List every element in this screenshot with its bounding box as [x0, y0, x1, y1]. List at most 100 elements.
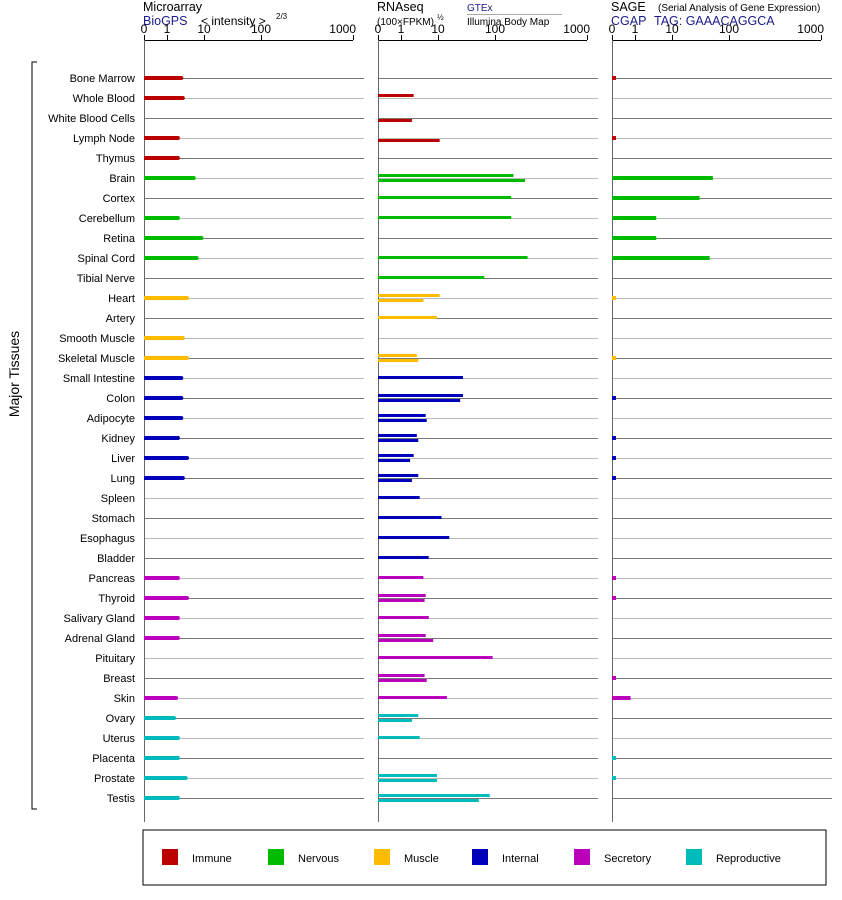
legend-swatch: [374, 849, 390, 865]
tissue-label: Cerebellum: [79, 213, 135, 225]
tissue-label: Thymus: [96, 153, 136, 165]
bar-rnaseq: [378, 779, 437, 782]
tissue-label: Skin: [114, 693, 135, 705]
bar-rnaseq: [378, 634, 426, 637]
bar-microarray: [144, 776, 186, 780]
tissue-label: Pancreas: [89, 573, 136, 585]
bar-cap: [175, 616, 180, 620]
bar-sage: [612, 776, 616, 780]
bar-rnaseq: [378, 256, 528, 259]
bar-sage: [612, 296, 616, 300]
tissue-label: Lymph Node: [73, 133, 135, 145]
rnaseq-unit: (100×FPKM): [377, 17, 434, 28]
rnaseq-source-gtex: GTEx: [467, 3, 493, 14]
bar-rnaseq: [378, 599, 425, 602]
bar-microarray: [144, 256, 197, 260]
legend-swatch: [686, 849, 702, 865]
bar-cap: [180, 336, 185, 340]
tissue-label: Spleen: [101, 493, 135, 505]
y-axis-bracket: [31, 61, 37, 810]
tissue-label: Lung: [111, 473, 135, 485]
bar-rnaseq: [378, 359, 419, 362]
bar-microarray: [144, 96, 183, 100]
bar-cap: [180, 96, 185, 100]
tissue-label: Breast: [103, 673, 135, 685]
bar-rnaseq: [378, 656, 493, 659]
tissue-label: Artery: [106, 313, 136, 325]
bar-microarray: [144, 796, 178, 800]
bar-microarray: [144, 216, 178, 220]
bar-cap: [175, 736, 180, 740]
bar-rnaseq: [378, 714, 419, 717]
bar-rnaseq: [378, 276, 485, 279]
legend-label: Reproductive: [716, 853, 781, 865]
bar-rnaseq: [378, 294, 440, 297]
bar-microarray: [144, 176, 194, 180]
tissue-label: Prostate: [94, 773, 135, 785]
rnaseq-title: RNAseq: [377, 0, 424, 14]
bar-cap: [191, 176, 196, 180]
bar-sage: [612, 476, 616, 480]
tissue-label: Placenta: [92, 753, 136, 765]
tissue-label: Salivary Gland: [63, 613, 135, 625]
microarray-title: Microarray: [143, 0, 203, 14]
x-tick-label: 0: [609, 22, 616, 36]
rnaseq-unit-exponent: ½: [437, 13, 444, 22]
tissue-label: Bladder: [97, 553, 135, 565]
x-tick-label: 100: [719, 22, 739, 36]
bar-rnaseq: [378, 516, 442, 519]
tissue-label: Liver: [111, 453, 135, 465]
bar-rnaseq: [378, 316, 437, 319]
bar-rnaseq: [378, 454, 414, 457]
legend-label: Immune: [192, 853, 232, 865]
bar-sage: [612, 196, 700, 200]
tissue-label: Testis: [107, 793, 136, 805]
bar-cap: [179, 76, 184, 80]
tissue-label: Uterus: [103, 733, 136, 745]
microarray-unit-exponent: 2/3: [276, 12, 288, 21]
bar-microarray: [144, 356, 187, 360]
bar-rnaseq: [378, 439, 419, 442]
bar-rnaseq: [378, 674, 425, 677]
tissue-label: Kidney: [101, 433, 135, 445]
bar-sage: [612, 396, 616, 400]
bar-cap: [179, 376, 184, 380]
x-tick-label: 10: [665, 22, 679, 36]
bar-sage: [612, 256, 710, 260]
bar-cap: [174, 696, 179, 700]
bar-microarray: [144, 616, 178, 620]
axes-layer: 0 1 10 100 1000 0 1 10 100 1000 0 1 10 100 1000: [141, 22, 824, 822]
bar-cap: [179, 396, 184, 400]
bar-rnaseq: [378, 414, 426, 417]
x-tick-label: 1000: [797, 22, 824, 36]
bar-cap: [184, 596, 189, 600]
bar-rnaseq: [378, 354, 417, 357]
rows-layer: [144, 78, 832, 799]
bar-microarray: [144, 436, 178, 440]
bar-microarray: [144, 696, 177, 700]
bar-rnaseq: [378, 736, 420, 739]
rnaseq-source-illumina: Illumina Body Map: [467, 17, 550, 28]
x-tick-label: 1: [632, 22, 639, 36]
bar-sage: [612, 356, 616, 360]
x-tick-label: 1: [398, 22, 405, 36]
bar-sage: [612, 696, 631, 700]
bar-sage: [612, 216, 657, 220]
bar-rnaseq: [378, 536, 450, 539]
tissue-label: Stomach: [92, 513, 135, 525]
bar-rnaseq: [378, 496, 420, 499]
tissue-label: Small Intestine: [63, 373, 135, 385]
x-tick-label: 0: [375, 22, 382, 36]
bar-rnaseq: [378, 616, 429, 619]
legend-swatch: [268, 849, 284, 865]
bar-cap: [180, 476, 185, 480]
legend-swatch: [472, 849, 488, 865]
bar-cap: [184, 456, 189, 460]
bar-cap: [175, 796, 180, 800]
bar-microarray: [144, 396, 182, 400]
x-tick-label: 100: [251, 22, 271, 36]
bar-rnaseq: [378, 679, 427, 682]
bar-cap: [175, 636, 180, 640]
bar-sage: [612, 576, 616, 580]
bar-cap: [194, 256, 199, 260]
